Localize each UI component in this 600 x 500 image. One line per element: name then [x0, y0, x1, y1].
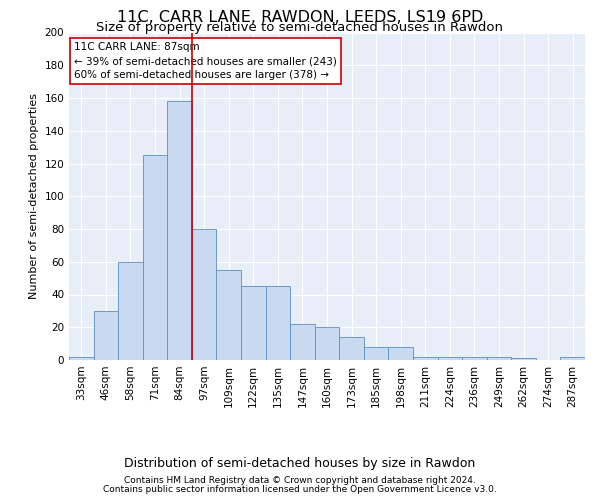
Bar	[339, 337, 364, 360]
Bar	[511, 358, 536, 360]
Bar	[462, 356, 487, 360]
Text: Contains public sector information licensed under the Open Government Licence v3: Contains public sector information licen…	[103, 484, 497, 494]
Bar	[143, 156, 167, 360]
Text: Distribution of semi-detached houses by size in Rawdon: Distribution of semi-detached houses by …	[124, 458, 476, 470]
Bar	[560, 356, 585, 360]
Bar	[118, 262, 143, 360]
Bar	[69, 356, 94, 360]
Bar	[315, 327, 339, 360]
Bar	[192, 229, 217, 360]
Bar	[266, 286, 290, 360]
Bar	[217, 270, 241, 360]
Text: Size of property relative to semi-detached houses in Rawdon: Size of property relative to semi-detach…	[97, 22, 503, 35]
Bar	[364, 347, 388, 360]
Bar	[487, 356, 511, 360]
Y-axis label: Number of semi-detached properties: Number of semi-detached properties	[29, 93, 39, 299]
Bar	[437, 356, 462, 360]
Bar	[167, 102, 192, 360]
Bar	[241, 286, 266, 360]
Text: 11C CARR LANE: 87sqm
← 39% of semi-detached houses are smaller (243)
60% of semi: 11C CARR LANE: 87sqm ← 39% of semi-detac…	[74, 42, 337, 80]
Text: Contains HM Land Registry data © Crown copyright and database right 2024.: Contains HM Land Registry data © Crown c…	[124, 476, 476, 485]
Bar	[290, 324, 315, 360]
Bar	[388, 347, 413, 360]
Text: 11C, CARR LANE, RAWDON, LEEDS, LS19 6PD: 11C, CARR LANE, RAWDON, LEEDS, LS19 6PD	[117, 10, 483, 25]
Bar	[413, 356, 437, 360]
Bar	[94, 311, 118, 360]
